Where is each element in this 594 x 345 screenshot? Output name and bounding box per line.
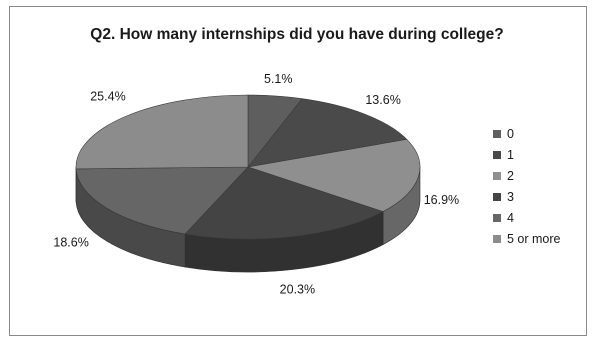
legend-swatch: [493, 234, 501, 243]
pie-slice-2: [247, 138, 421, 212]
data-label-0: 5.1%: [264, 72, 293, 86]
pie-slice-1: [247, 98, 408, 168]
data-label-1: 13.6%: [365, 93, 400, 107]
pie-slice-4: [75, 166, 249, 235]
pie-top: [75, 94, 421, 240]
legend-label: 4: [507, 210, 514, 225]
legend-item-2: 2: [493, 165, 561, 186]
data-label-5: 25.4%: [90, 90, 125, 104]
legend-item-4: 4: [493, 207, 561, 228]
legend-item-5: 5 or more: [493, 228, 561, 249]
chart-title: Q2. How many internships did you have du…: [90, 26, 504, 43]
legend-swatch: [493, 150, 501, 159]
legend-label: 0: [507, 126, 514, 141]
legend-label: 3: [507, 189, 514, 204]
legend-item-3: 3: [493, 186, 561, 207]
legend-item-1: 1: [493, 144, 561, 165]
data-label-4: 18.6%: [53, 235, 88, 249]
legend-swatch: [493, 213, 501, 222]
data-label-3: 20.3%: [280, 282, 315, 296]
legend-label: 5 or more: [507, 231, 561, 246]
legend: 0 1 2 3 4 5 or more: [493, 123, 561, 249]
legend-swatch: [493, 171, 501, 180]
data-label-2: 16.9%: [424, 193, 459, 207]
legend-swatch: [493, 192, 501, 201]
legend-swatch: [493, 129, 501, 138]
pie-data-labels: 5.1% 13.6% 16.9% 20.3% 18.6% 25.4%: [53, 72, 459, 297]
pie-slice-3: [184, 166, 384, 240]
legend-item-0: 0: [493, 123, 561, 144]
legend-label: 1: [507, 147, 514, 162]
pie-slice-5: [75, 94, 249, 170]
legend-label: 2: [507, 168, 514, 183]
